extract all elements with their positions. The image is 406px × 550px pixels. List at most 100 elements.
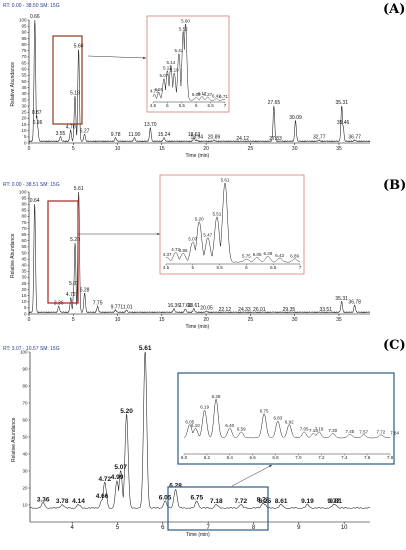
y-tick-label: 30 (21, 103, 27, 108)
y-tick-label: 100 (19, 189, 27, 194)
peak-label: 6.28 (80, 287, 90, 293)
inset-peak-label: 7.30 (328, 428, 337, 433)
x-tick-label: 20 (203, 317, 209, 323)
highlight-box (52, 35, 83, 125)
x-tick-label: 30 (292, 146, 298, 152)
x-tick-label: 25 (248, 146, 254, 152)
panel-c-header: RT: 3.07 - 10.57 SM: 15G (3, 346, 60, 352)
peak-label: 0.66 (30, 14, 40, 20)
zoom-arrow-head (143, 56, 146, 60)
peak-label: 7.72 (234, 498, 247, 505)
y-tick-label: 80 (21, 42, 27, 47)
peak-label: 13.70 (144, 122, 157, 128)
y-tick-label: 90 (21, 202, 27, 207)
panel-c-x-axis-label: Time (min) (186, 532, 210, 538)
peak-label: 36.78 (348, 299, 361, 305)
panel-a-label: (A) (383, 2, 405, 17)
panel-b-x-axis-label: Time (min) (186, 324, 210, 330)
inset-peak-label: 5.41 (175, 48, 184, 53)
y-tick-label: 70 (22, 400, 28, 405)
inset-x-tick-label: 6.0 (181, 455, 188, 460)
y-tick-label: 80 (21, 214, 27, 219)
peak-label: 9.81 (329, 498, 342, 505)
panel-a-x-axis-label: Time (min) (186, 153, 210, 159)
peak-label: 27.83 (269, 136, 282, 142)
peak-label: 15.24 (158, 132, 171, 138)
peak-label: 8.21 (257, 496, 270, 503)
panel-c-label: (C) (383, 338, 406, 353)
peak-label: 4.72 (98, 476, 111, 483)
peak-label: 0.96 (33, 120, 43, 126)
inset-peak-label: 6.83 (273, 416, 282, 421)
y-tick-label: 5 (24, 134, 27, 139)
peak-label: 9.77 (327, 498, 340, 505)
peak-label: 5.19 (70, 90, 80, 96)
inset-peak-label: 6.05 (185, 419, 194, 424)
peak-label: 8.61 (275, 498, 288, 505)
inset-x-tick-label: 6 (195, 103, 198, 108)
inset-peak-label: 5.75 (242, 254, 251, 259)
inset-peak-label: 7.18 (315, 427, 324, 432)
y-tick-label: 95 (21, 23, 27, 28)
x-tick-label: 25 (248, 317, 254, 323)
zoom-arrow (87, 55, 147, 59)
inset-peak-label: 6.43 (275, 253, 284, 258)
peak-label: 7.75 (93, 301, 103, 307)
zoom-arrow-head (157, 232, 160, 236)
y-tick-label: 35 (21, 269, 27, 274)
peak-label: 4.72 (66, 292, 76, 298)
inset-peak-label: 7.05 (300, 427, 309, 432)
x-tick-label: 5 (72, 317, 75, 323)
inset-peak-label: 6.92 (285, 419, 294, 424)
inset-x-tick-label: 5 (166, 103, 169, 108)
panel-a-y-axis-label: Relative Abundance (10, 62, 16, 107)
inset-peak-label: 5.20 (195, 216, 204, 221)
inset-x-tick-label: 6.8 (272, 455, 279, 460)
panel-a-header: RT: 0.00 - 38.50 SM: 15G (3, 3, 60, 9)
inset-frame (159, 174, 305, 275)
peak-label: 6.05 (159, 495, 172, 502)
x-tick-label: 0 (28, 317, 31, 323)
inset-x-tick-label: 5.5 (216, 265, 223, 270)
x-tick-label: 5 (116, 525, 120, 531)
peak-label: 6.75 (190, 495, 203, 502)
inset-peak-label: 7.72 (376, 430, 385, 435)
inset-peak-label: 5.60 (181, 19, 190, 24)
zoom-arrow-head (269, 465, 272, 468)
y-tick-label: 35 (21, 97, 27, 102)
peak-label: 18.94 (190, 135, 203, 141)
y-tick-label: 70 (21, 226, 27, 231)
y-tick-label: 90 (22, 366, 28, 371)
inset-x-tick-label: 5 (192, 265, 195, 270)
y-tick-label: 0 (24, 311, 27, 316)
inset-trace (165, 182, 301, 263)
y-tick-label: 50 (22, 434, 28, 439)
inset-peak-label: 7.45 (346, 429, 355, 434)
inset-peak-label: 6.17 (198, 91, 207, 96)
peak-label: 5.60 (74, 44, 84, 50)
peak-label: 18.61 (188, 303, 201, 309)
peak-label: 36.77 (348, 135, 361, 141)
inset-x-tick-label: 6.2 (204, 455, 211, 460)
x-tick-label: 35 (336, 146, 342, 152)
x-tick-label: 5 (72, 146, 75, 152)
peak-label: 5.61 (74, 186, 84, 192)
inset-x-tick-label: 7.6 (364, 455, 371, 460)
y-tick-label: 15 (21, 293, 27, 298)
inset-peak-label: 5.07 (188, 237, 197, 242)
y-tick-label: 70 (21, 54, 27, 59)
x-tick-label: 0 (28, 146, 31, 152)
y-tick-label: 50 (21, 79, 27, 84)
peak-label: 27.65 (268, 100, 281, 106)
peak-label: 35.31 (335, 100, 348, 106)
y-tick-label: 75 (21, 48, 27, 53)
chromatogram-trace (28, 191, 371, 314)
x-tick-label: 4 (70, 525, 74, 531)
inset-peak-label: 6.75 (260, 408, 269, 413)
inset-peak-label: 5.07 (160, 73, 169, 78)
inset-x-tick-label: 7.2 (318, 455, 325, 460)
inset-frame (146, 15, 230, 113)
inset-peak-label: 6.42 (212, 93, 221, 98)
inset-peak-label: 5.19 (170, 68, 179, 73)
